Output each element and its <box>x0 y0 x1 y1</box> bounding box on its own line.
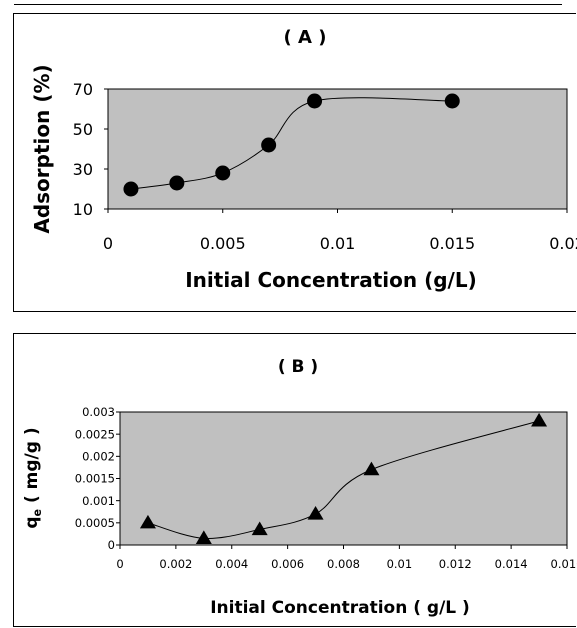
data-point <box>251 521 268 536</box>
y-tick-label: 0.002 <box>82 449 115 463</box>
x-tick-label: 0.01 <box>387 557 413 571</box>
data-point <box>444 93 460 109</box>
y-axis-title-group: Adsorption (%) <box>30 64 54 233</box>
plot-area <box>119 411 568 546</box>
top-rule <box>14 4 562 5</box>
x-tick-label: 0.005 <box>200 234 246 253</box>
x-tick-label: 0.02 <box>549 234 577 253</box>
plot-area <box>107 88 568 210</box>
x-tick-label: 0.016 <box>551 557 577 571</box>
y-tick-label: 0.003 <box>82 405 115 419</box>
y-axis-title: Adsorption (%) <box>30 64 54 233</box>
data-point <box>531 412 548 427</box>
chart-b-svg: ( B ) 0 0.0005 0.001 0.0015 0.002 0.0025 0.003 0… <box>22 357 577 618</box>
data-point <box>307 505 324 520</box>
x-tick-label: 0.006 <box>271 557 304 571</box>
y-tick-label: 0.0025 <box>75 427 115 441</box>
x-tick-label: 0 <box>116 557 123 571</box>
y-tick-label: 0 <box>108 538 115 552</box>
y-tick-label: 10 <box>73 200 93 219</box>
x-axis-title: Initial Concentration ( g/L ) <box>210 598 470 618</box>
y-axis-title-main: q <box>22 516 42 528</box>
y-axis-title: qe ( mg/g ) <box>22 427 44 528</box>
chart-title: ( A ) <box>284 27 327 48</box>
x-axis-title: Initial Concentration (g/L) <box>185 268 477 292</box>
data-point <box>261 137 277 153</box>
x-tick-label: 0.008 <box>327 557 360 571</box>
data-point <box>139 514 156 529</box>
x-tick-label: 0.004 <box>215 557 248 571</box>
chart-panel-b: ( B ) 0 0.0005 0.001 0.0015 0.002 0.0025 0.003 0… <box>13 333 577 627</box>
y-tick-label: 30 <box>73 160 93 179</box>
x-tick-label: 0.01 <box>320 234 356 253</box>
y-tick-label: 0.001 <box>82 494 115 508</box>
chart-panel-a: ( A ) 10 30 50 70 0 0.005 0.01 0.015 0.02 Initial … <box>13 13 577 312</box>
x-tick-label: 0.012 <box>439 557 472 571</box>
x-tick-label: 0 <box>103 234 113 253</box>
data-point <box>169 175 185 191</box>
chart-a-svg: ( A ) 10 30 50 70 0 0.005 0.01 0.015 0.02 Initial … <box>30 27 577 292</box>
data-point <box>215 165 231 181</box>
y-axis-title-units: ( mg/g ) <box>22 427 42 509</box>
chart-title: ( B ) <box>278 357 318 377</box>
y-tick-label: 0.0015 <box>75 472 115 486</box>
data-point <box>195 530 212 544</box>
y-tick-label: 70 <box>73 80 93 99</box>
y-tick-label: 0.0005 <box>75 516 115 530</box>
y-axis-title-group: qe ( mg/g ) <box>22 427 44 528</box>
y-tick-label: 50 <box>73 120 93 139</box>
data-point <box>307 93 323 109</box>
y-axis-title-subscript: e <box>31 509 44 517</box>
x-tick-label: 0.002 <box>159 557 192 571</box>
x-tick-label: 0.015 <box>429 234 475 253</box>
data-point <box>363 461 380 476</box>
x-tick-label: 0.014 <box>495 557 528 571</box>
data-point <box>123 181 139 197</box>
